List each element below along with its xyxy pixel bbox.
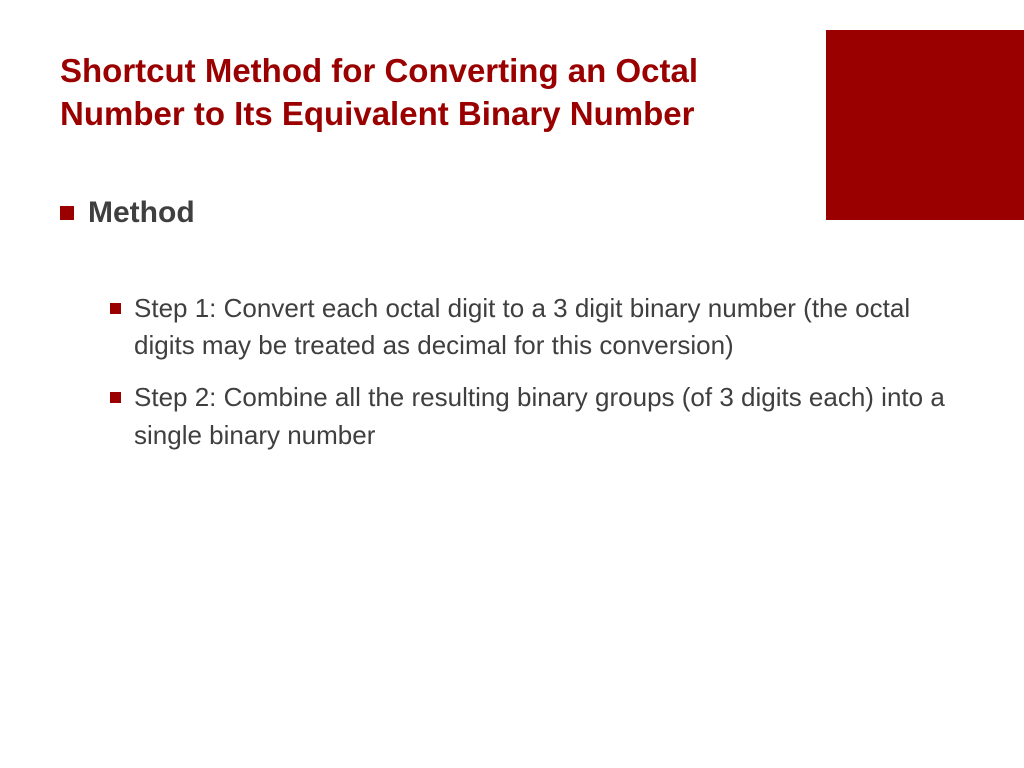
steps-list: Step 1: Convert each octal digit to a 3 … <box>60 290 964 455</box>
slide-container: Shortcut Method for Converting an Octal … <box>0 0 1024 768</box>
step-text: Step 2: Combine all the resulting binary… <box>134 379 964 454</box>
list-item: Step 2: Combine all the resulting binary… <box>110 379 964 454</box>
square-bullet-icon <box>110 303 121 314</box>
method-label: Method <box>88 196 195 230</box>
square-bullet-icon <box>60 206 74 220</box>
slide-title: Shortcut Method for Converting an Octal … <box>60 50 740 136</box>
accent-shape <box>826 30 1024 220</box>
content-area: Method Step 1: Convert each octal digit … <box>60 196 964 455</box>
list-item: Step 1: Convert each octal digit to a 3 … <box>110 290 964 365</box>
square-bullet-icon <box>110 392 121 403</box>
step-text: Step 1: Convert each octal digit to a 3 … <box>134 290 964 365</box>
